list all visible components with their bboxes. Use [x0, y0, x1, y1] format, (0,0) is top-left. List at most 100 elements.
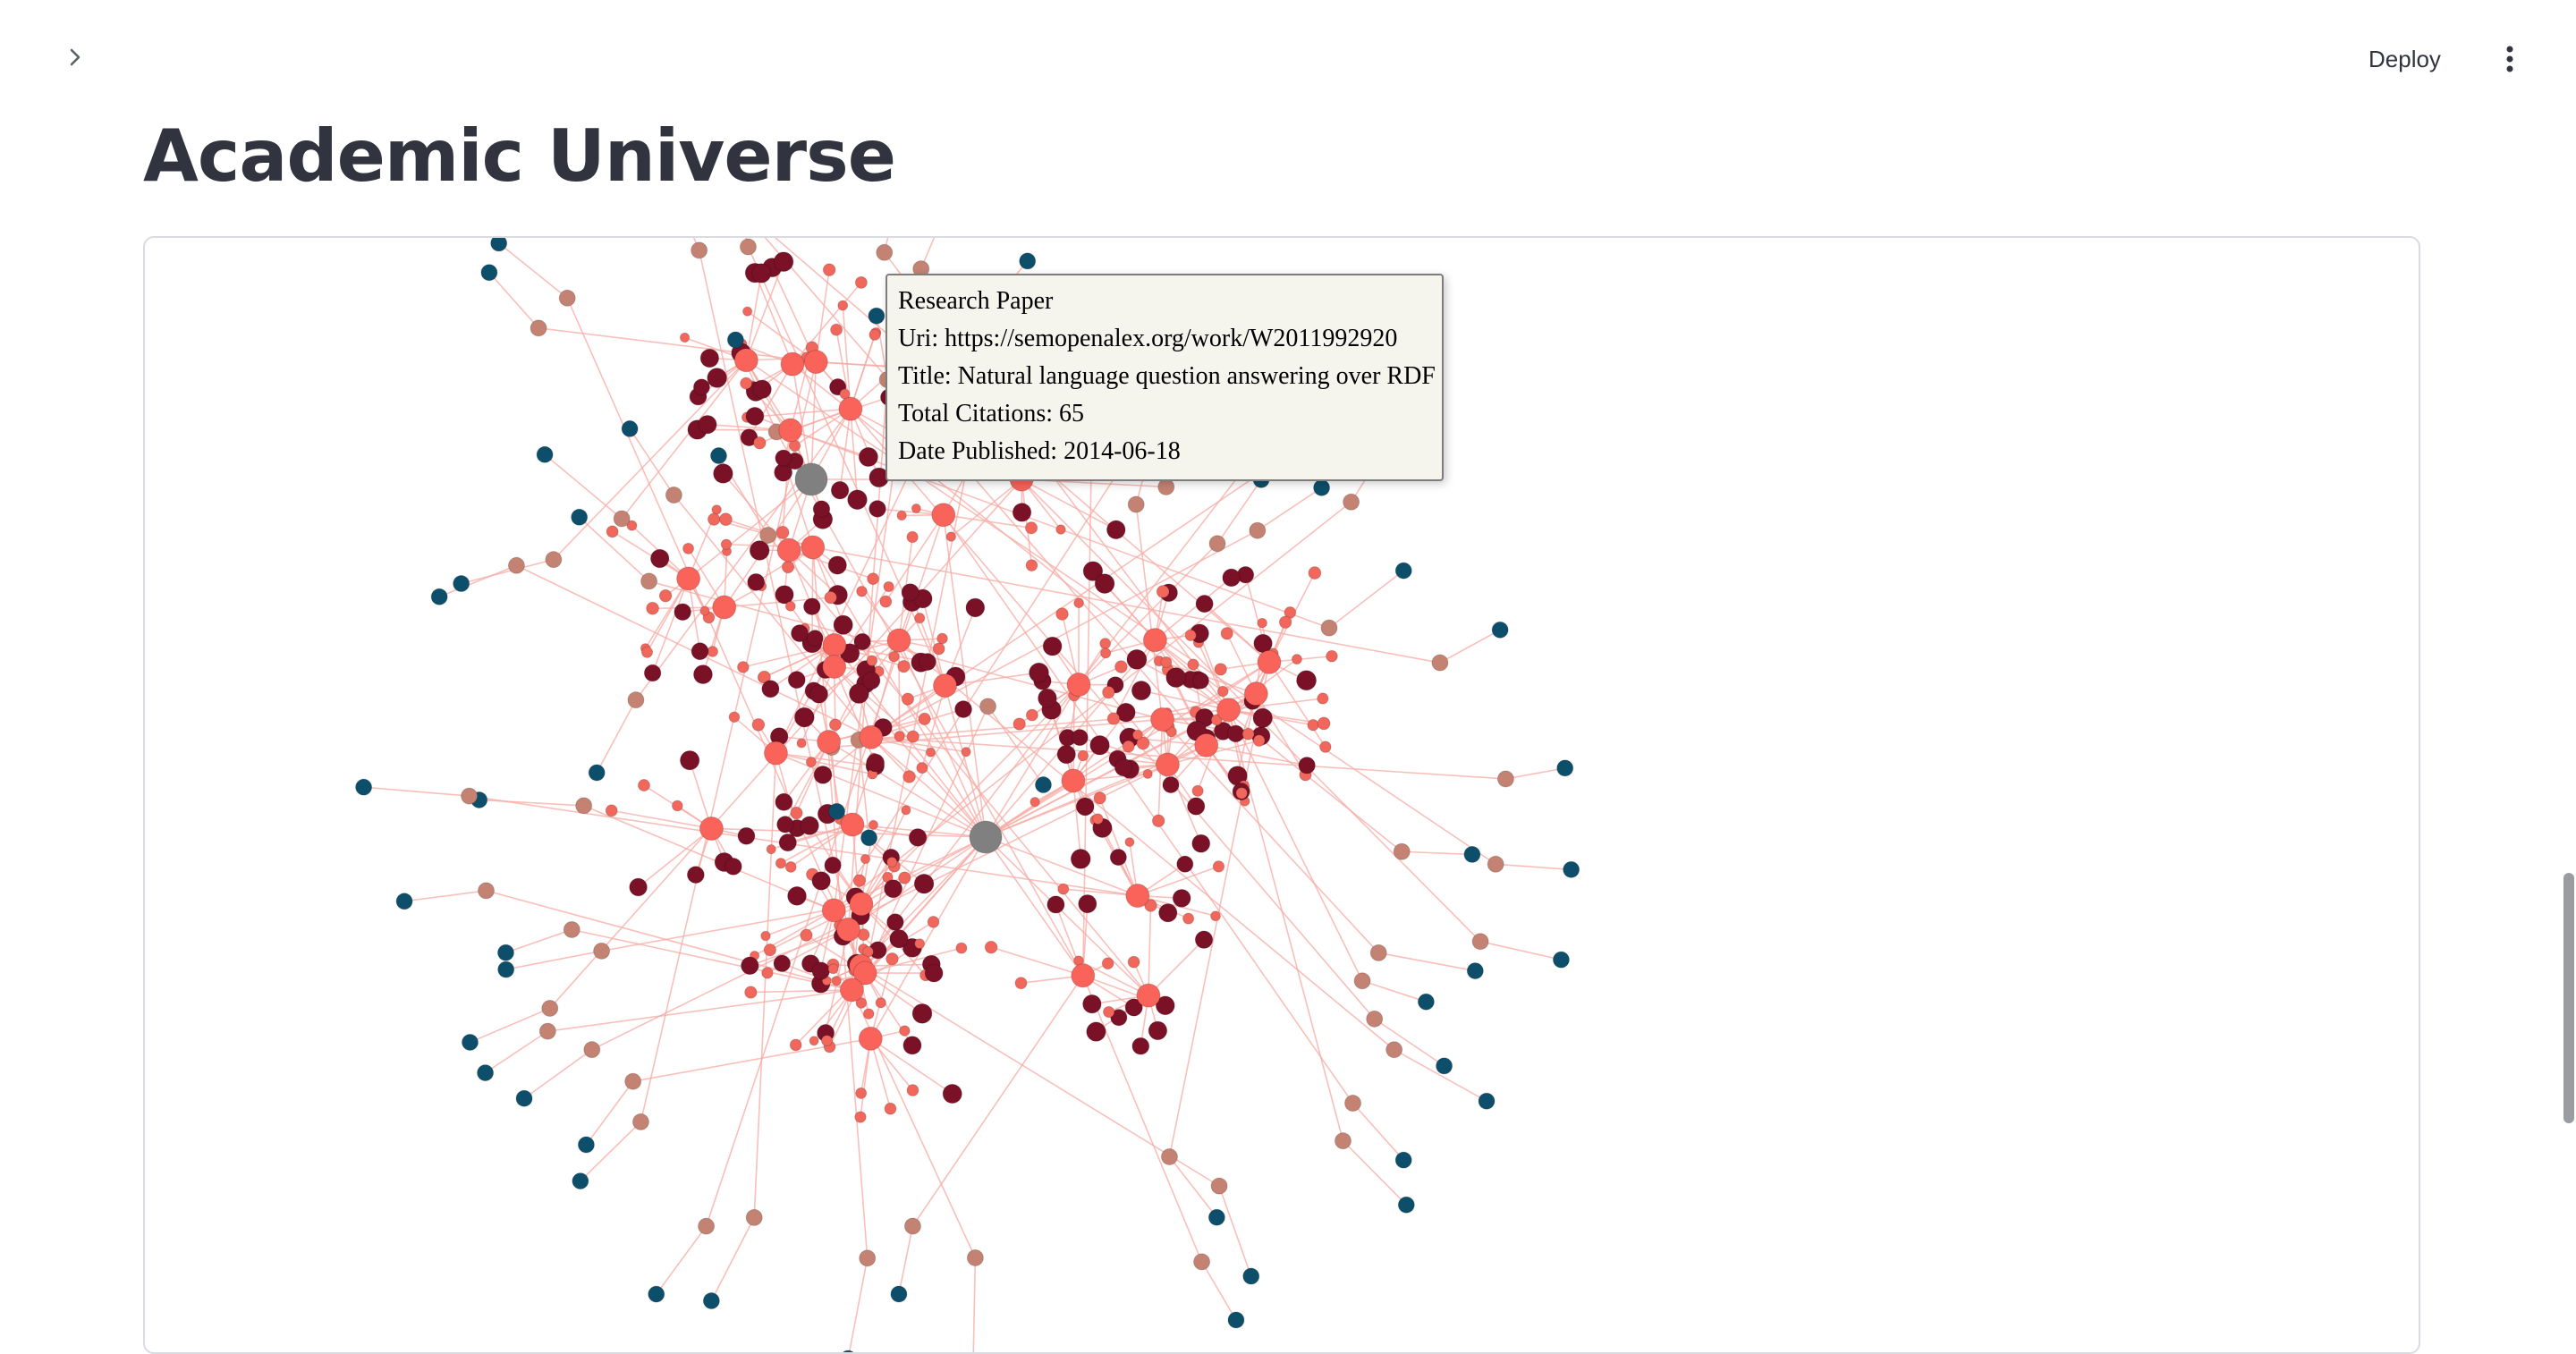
paper-node-small[interactable]	[928, 917, 939, 928]
author-node[interactable]	[828, 556, 846, 574]
author-node[interactable]	[1253, 708, 1272, 727]
paper-node-small[interactable]	[1211, 911, 1221, 921]
paper-node-small[interactable]	[884, 581, 894, 591]
paper-node-small[interactable]	[900, 1026, 911, 1037]
author-node[interactable]	[812, 962, 830, 980]
paper-node[interactable]	[801, 536, 825, 559]
author-node[interactable]	[738, 827, 755, 844]
concept-node[interactable]	[1321, 620, 1337, 636]
concept-node[interactable]	[539, 1023, 555, 1039]
author-node[interactable]	[1095, 574, 1114, 594]
author-node[interactable]	[804, 598, 821, 615]
paper-node-small[interactable]	[1107, 713, 1119, 724]
author-node[interactable]	[644, 664, 661, 681]
author-node[interactable]	[813, 501, 830, 518]
paper-node-small[interactable]	[806, 757, 816, 767]
author-node[interactable]	[887, 914, 904, 931]
paper-node-small[interactable]	[1056, 525, 1066, 535]
concept-node[interactable]	[542, 1000, 558, 1016]
paper-node-small[interactable]	[1103, 686, 1114, 698]
concept-node[interactable]	[1367, 1011, 1383, 1027]
paper-node[interactable]	[1072, 964, 1095, 987]
paper-node[interactable]	[804, 351, 827, 374]
author-node[interactable]	[955, 701, 972, 718]
institution-node[interactable]	[622, 420, 638, 436]
institution-node[interactable]	[572, 509, 588, 525]
author-node[interactable]	[801, 817, 818, 834]
author-node[interactable]	[674, 604, 691, 621]
paper-node-small[interactable]	[822, 1036, 833, 1046]
author-node[interactable]	[774, 955, 791, 972]
paper-node-small[interactable]	[1015, 977, 1027, 989]
paper-node-small[interactable]	[926, 748, 935, 757]
paper-node-small[interactable]	[719, 513, 732, 526]
institution-node[interactable]	[648, 1286, 665, 1302]
paper-node-small[interactable]	[1143, 769, 1152, 778]
institution-node[interactable]	[1467, 963, 1483, 979]
author-node[interactable]	[1254, 634, 1272, 652]
author-node[interactable]	[867, 754, 885, 772]
author-node[interactable]	[1195, 931, 1212, 948]
concept-node[interactable]	[980, 698, 996, 715]
paper-node-small[interactable]	[985, 941, 997, 953]
paper-node-small[interactable]	[869, 820, 877, 829]
paper-node-small[interactable]	[1123, 740, 1134, 752]
author-node[interactable]	[788, 886, 807, 905]
paper-node[interactable]	[1137, 984, 1160, 1007]
concept-node[interactable]	[576, 798, 592, 814]
paper-node[interactable]	[822, 899, 845, 922]
author-node[interactable]	[919, 654, 936, 671]
concept-node[interactable]	[1345, 1096, 1361, 1112]
concept-node[interactable]	[1487, 856, 1504, 872]
page-scrollbar-thumb[interactable]	[2563, 873, 2574, 1123]
author-node[interactable]	[779, 834, 796, 850]
paper-node-small[interactable]	[899, 872, 911, 884]
paper-node-small[interactable]	[1279, 616, 1291, 628]
paper-node-small[interactable]	[708, 513, 719, 525]
paper-node-small[interactable]	[832, 977, 841, 986]
institution-node[interactable]	[703, 1293, 719, 1309]
paper-node-small[interactable]	[743, 307, 752, 316]
concept-node[interactable]	[1211, 1178, 1227, 1194]
paper-node-small[interactable]	[1074, 598, 1084, 608]
concept-node[interactable]	[860, 1250, 876, 1266]
paper-node-small[interactable]	[1152, 815, 1165, 827]
author-node[interactable]	[788, 672, 805, 689]
paper-node-small[interactable]	[1188, 659, 1199, 670]
paper-node-small[interactable]	[797, 739, 806, 748]
author-node[interactable]	[1148, 1021, 1167, 1040]
paper-node-small[interactable]	[708, 647, 718, 657]
concept-node[interactable]	[508, 557, 524, 573]
author-node[interactable]	[752, 264, 771, 283]
author-node[interactable]	[890, 929, 908, 947]
author-node[interactable]	[1132, 1037, 1149, 1054]
institution-node[interactable]	[497, 944, 513, 960]
author-node[interactable]	[1297, 671, 1317, 690]
paper-node[interactable]	[1258, 650, 1281, 673]
author-node[interactable]	[1227, 725, 1244, 742]
paper-node-small[interactable]	[880, 596, 892, 607]
paper-node-small[interactable]	[1309, 567, 1321, 580]
paper-node-small[interactable]	[1292, 655, 1301, 664]
author-node[interactable]	[680, 750, 699, 769]
author-node[interactable]	[746, 407, 764, 425]
author-node[interactable]	[885, 880, 902, 898]
institution-node[interactable]	[516, 1090, 532, 1106]
author-node[interactable]	[1043, 637, 1062, 656]
concept-node[interactable]	[1209, 536, 1225, 552]
paper-node[interactable]	[934, 674, 957, 698]
paper-node[interactable]	[850, 893, 873, 916]
concept-node[interactable]	[1472, 934, 1488, 950]
author-node[interactable]	[903, 1037, 921, 1054]
institution-node[interactable]	[481, 265, 497, 281]
author-node[interactable]	[814, 766, 832, 783]
paper-node[interactable]	[1195, 733, 1218, 757]
author-node[interactable]	[794, 707, 814, 727]
paper-node-small[interactable]	[915, 939, 925, 949]
concept-node[interactable]	[478, 883, 494, 899]
institution-node[interactable]	[1395, 1152, 1411, 1168]
paper-node[interactable]	[1244, 682, 1267, 706]
author-node[interactable]	[912, 1003, 932, 1023]
concept-node[interactable]	[904, 1218, 920, 1234]
paper-node-small[interactable]	[1102, 958, 1114, 969]
